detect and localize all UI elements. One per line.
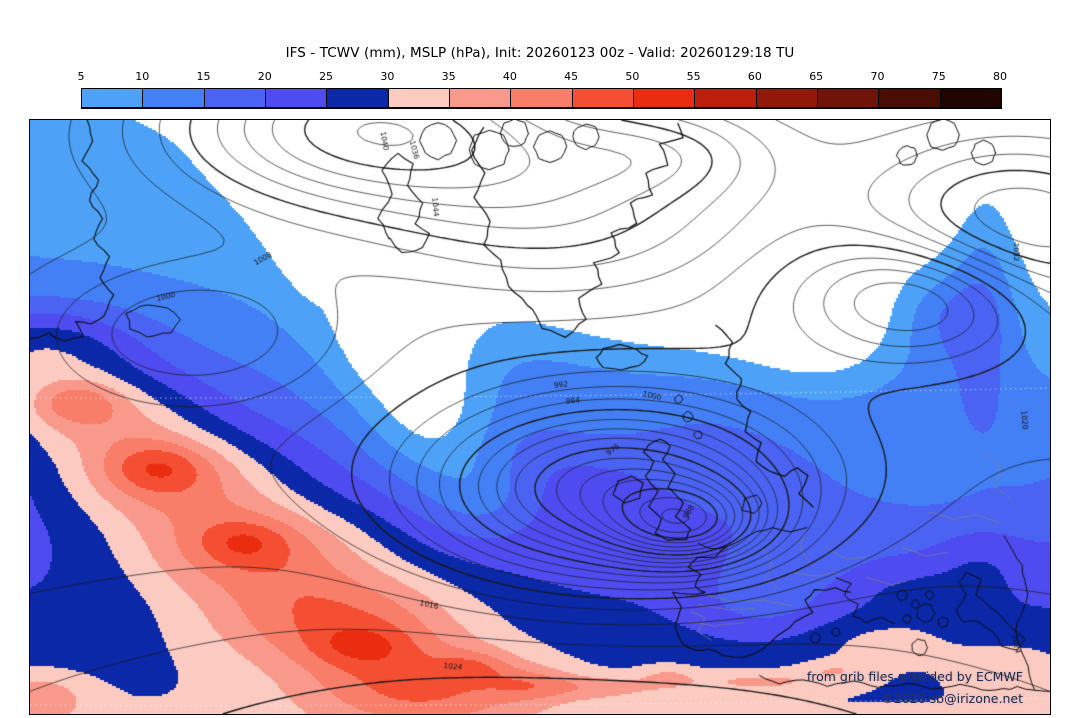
colorbar-segment [572, 89, 634, 107]
colorbar-segment [817, 89, 880, 107]
colorbar-segment [633, 89, 696, 107]
colorbar-segment [879, 89, 941, 107]
colorbar-segment [388, 89, 450, 107]
colorbar-tick-label: 55 [686, 70, 701, 83]
colorbar-segment [82, 89, 144, 107]
weather-map: from grib files provided by ECMWF ©2026 … [29, 119, 1051, 715]
colorbar-segment [327, 89, 389, 107]
colorbar-segment [265, 89, 328, 107]
colorbar [81, 88, 1002, 109]
colorbar-segment [511, 89, 573, 107]
colorbar-tick-label: 35 [441, 70, 456, 83]
colorbar-tick-label: 30 [380, 70, 395, 83]
colorbar-tick-label: 40 [502, 70, 517, 83]
attribution-source: from grib files provided by ECMWF [806, 669, 1023, 684]
colorbar-segment [143, 89, 205, 107]
colorbar-tick-label: 15 [196, 70, 211, 83]
colorbar-tick-label: 50 [625, 70, 640, 83]
colorbar-segment [695, 89, 757, 107]
colorbar-tick-label: 75 [931, 70, 946, 83]
colorbar-segment [940, 89, 1001, 107]
colorbar-tick-label: 10 [135, 70, 150, 83]
colorbar-tick-label: 25 [319, 70, 334, 83]
colorbar-tick-label: 65 [809, 70, 824, 83]
chart-title: IFS - TCWV (mm), MSLP (hPa), Init: 20260… [285, 45, 795, 61]
colorbar-segment [449, 89, 512, 107]
colorbar-segment [756, 89, 818, 107]
colorbar-tick-labels: 5 10 15 20 25 30 35 40 45 50 55 60 65 70 75 80 [0, 70, 1080, 84]
weather-map-canvas [30, 120, 1050, 714]
attribution-copyright: ©2026 sb@irizone.net [881, 691, 1023, 706]
colorbar-tick-label: 80 [993, 70, 1007, 83]
colorbar-tick-label: 45 [564, 70, 579, 83]
colorbar-segment [204, 89, 266, 107]
colorbar-tick-label: 20 [257, 70, 272, 83]
colorbar-tick-label: 60 [747, 70, 762, 83]
colorbar-tick-label: 70 [870, 70, 885, 83]
colorbar-tick-label: 5 [77, 70, 85, 83]
